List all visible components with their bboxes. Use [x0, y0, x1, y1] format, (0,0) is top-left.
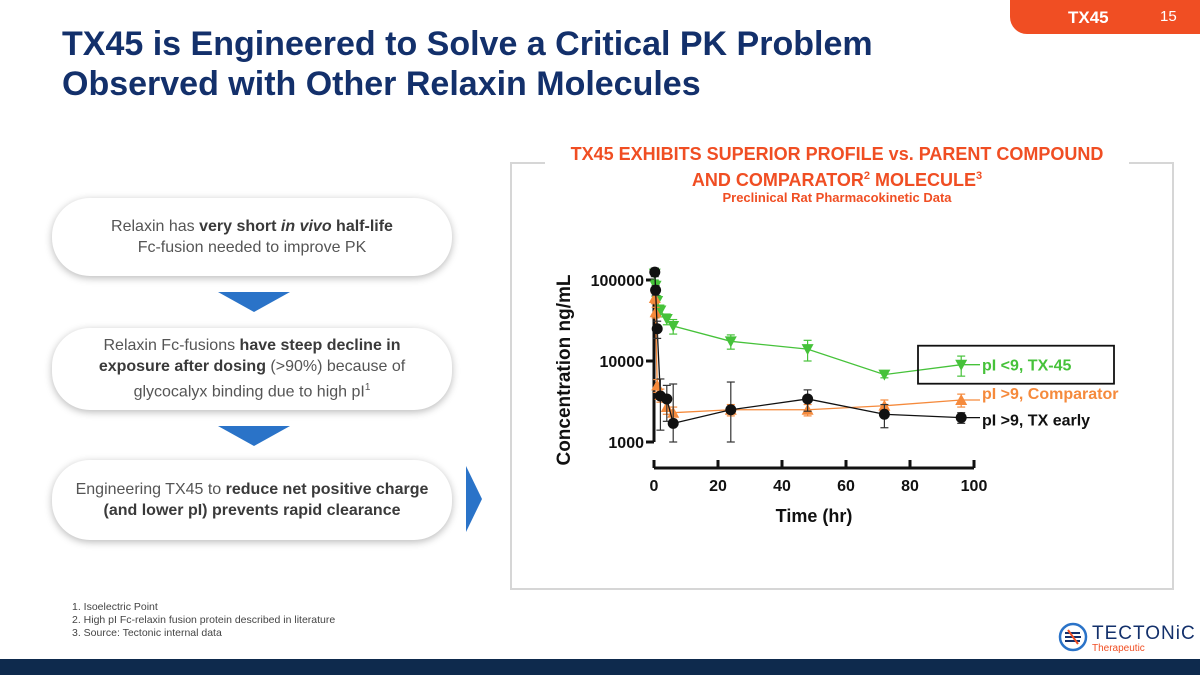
series-0 — [648, 267, 968, 381]
series-label-box — [917, 344, 1115, 385]
chart-series-labels: pI <9, TX-45 pI >9, Comparator pI >9, TX e… — [917, 344, 1118, 430]
data-point — [802, 393, 814, 405]
data-point — [724, 336, 737, 348]
pk-chart: Concentration ng/mL Time (hr) 1000100001… — [554, 266, 1118, 526]
data-point — [649, 306, 662, 318]
step2-sup: 1 — [364, 382, 371, 394]
slide-title-line2: Observed with Other Relaxin Molecules — [62, 65, 701, 103]
footnotes: 1. Isoelectric Point 2. High pI Fc-relax… — [72, 601, 335, 640]
data-point — [661, 393, 673, 405]
series-label: pI <9, TX-45 — [982, 358, 1071, 375]
logo-name: TECTONiC — [1092, 623, 1196, 644]
slide-title: TX45 is Engineered to Solve a Critical P… — [62, 24, 962, 104]
step1-bold: very short — [199, 218, 281, 235]
tectonic-logo-icon — [1058, 622, 1088, 652]
series-label: pI >9, Comparator — [982, 386, 1118, 403]
y-axis-label: Concentration ng/mL — [554, 274, 575, 465]
footnote: 1. Isoelectric Point — [72, 601, 158, 613]
series-line — [654, 272, 962, 425]
x-tick-label: 80 — [901, 478, 919, 495]
y-tick-label: 1000 — [608, 435, 644, 452]
data-point — [667, 321, 680, 333]
slide-title-line1: TX45 is Engineered to Solve a Critical P… — [62, 25, 873, 63]
chart-heading-line2-post: MOLECULE — [870, 170, 976, 190]
series-label: pI >9, TX early — [982, 413, 1090, 430]
header-tag: TX45 15 — [1010, 0, 1200, 34]
page-number: 15 — [1160, 8, 1177, 25]
step-pill-2: Relaxin Fc-fusions have steep decline in… — [52, 328, 452, 410]
chart-series — [648, 266, 968, 443]
chart-heading-sup2: 2 — [863, 170, 870, 182]
step2-post: (>90%) because of glycocalyx binding due… — [133, 358, 406, 401]
step1-text: Relaxin has — [111, 218, 200, 235]
data-point — [801, 344, 814, 356]
x-tick-label: 0 — [650, 478, 659, 495]
step-pill-1: Relaxin has very short in vivo half-life… — [52, 198, 452, 276]
arrow-down-icon — [218, 426, 290, 446]
footnote: 3. Source: Tectonic internal data — [72, 627, 222, 639]
data-point — [654, 305, 667, 317]
data-point — [651, 323, 663, 335]
x-tick-label: 100 — [961, 478, 988, 495]
data-point — [878, 408, 890, 420]
data-point — [878, 369, 891, 381]
chart-heading-sup3: 3 — [976, 170, 983, 182]
arrow-right-icon — [466, 466, 482, 532]
step1-line2: Fc-fusion needed to improve PK — [137, 239, 367, 256]
chart-heading-line2: AND COMPARATOR — [691, 170, 864, 190]
header-tag-label: TX45 — [1068, 8, 1109, 27]
step1-italic: in vivo — [280, 218, 332, 235]
step2-text: Relaxin Fc-fusions — [103, 337, 240, 355]
data-point — [649, 266, 661, 278]
logo-subtitle: Therapeutic — [1092, 643, 1145, 654]
chart-axes: 1000 10000 100000 0 20 40 60 80 100 — [591, 273, 988, 495]
data-point — [725, 404, 737, 416]
series-2 — [649, 266, 967, 443]
chart-heading-line1: TX45 EXHIBITS SUPERIOR PROFILE vs. PAREN… — [570, 144, 1104, 164]
step3-text: Engineering TX45 to — [75, 481, 226, 498]
data-point — [648, 291, 661, 303]
y-tick-label: 10000 — [600, 354, 645, 371]
x-tick-label: 40 — [773, 478, 791, 495]
x-axis-label: Time (hr) — [776, 506, 853, 526]
step1-bold2: half-life — [331, 218, 393, 235]
y-tick-label: 100000 — [591, 273, 644, 290]
data-point — [650, 284, 662, 296]
step3-bold: reduce net positive charge (and lower pI… — [103, 481, 429, 519]
step-pill-3: Engineering TX45 to reduce net positive … — [52, 460, 452, 540]
chart-heading: TX45 EXHIBITS SUPERIOR PROFILE vs. PAREN… — [545, 143, 1129, 191]
step2-bold: have steep decline in exposure after dos… — [98, 337, 401, 376]
chart-subtitle: Preclinical Rat Pharmacokinetic Data — [722, 190, 952, 205]
x-tick-label: 20 — [709, 478, 727, 495]
footer-bar — [0, 659, 1200, 675]
footnote: 2. High pI Fc-relaxin fusion protein des… — [72, 614, 336, 626]
arrow-down-icon — [218, 292, 290, 312]
data-point — [667, 417, 679, 429]
data-point — [660, 314, 673, 326]
x-tick-label: 60 — [837, 478, 855, 495]
